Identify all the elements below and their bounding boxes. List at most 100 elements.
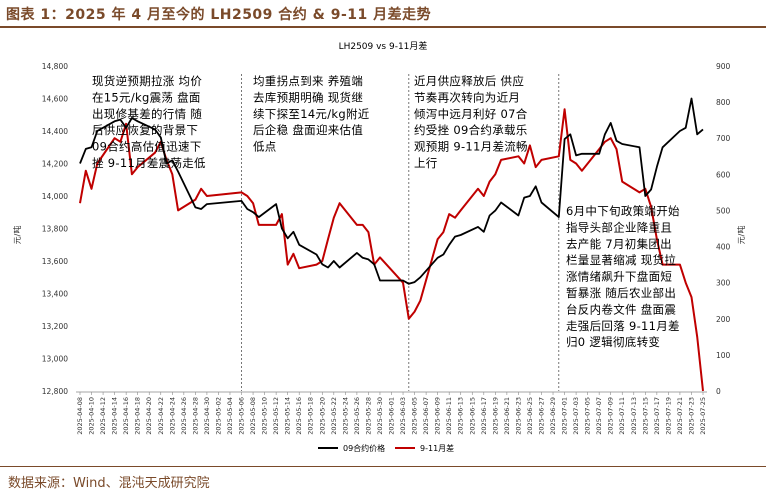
x-tick-label: 2025-05-16 — [295, 397, 303, 435]
y-right-tick-label: 0 — [716, 387, 721, 396]
y-left-tick-label: 14,000 — [42, 192, 68, 201]
y-right-tick-label: 900 — [716, 62, 731, 71]
annotation-line: 近月供应释放后 供应 — [414, 74, 524, 88]
y-left-tick-label: 14,200 — [42, 160, 68, 169]
annotation-line: 栏量显著缩减 现货拉 — [566, 253, 676, 267]
annotation-line: 后供应恢复的背景下 — [92, 123, 198, 137]
annotation-line: 09合约高估值迅速下 — [92, 140, 202, 154]
y-right-tick-label: 800 — [716, 98, 731, 107]
title-rule — [0, 26, 766, 28]
legend-label-red: 9-11月差 — [420, 443, 454, 453]
y-left-ticks: 12,800 13,000 13,200 13,400 13,600 13,800 14,0… — [42, 62, 68, 396]
y-left-tick-label: 13,400 — [42, 290, 68, 299]
annotation-line: 现货逆预期拉涨 均价 — [92, 74, 202, 88]
x-tick-label: 2025-05-18 — [307, 397, 315, 435]
figure-title: 图表 1：2025 年 4 月至今的 LH2509 合约 & 9-11 月差走势 — [6, 7, 432, 23]
annotation-line: 观预期 9-11月差流畅 — [414, 140, 528, 154]
x-tick-label: 2025-04-20 — [145, 397, 153, 435]
x-tick-label: 2025-05-20 — [318, 397, 326, 435]
x-tick-label: 2025-07-17 — [653, 397, 661, 435]
y-right-tick-label: 100 — [716, 351, 731, 360]
x-tick-label: 2025-07-01 — [561, 397, 569, 435]
y-right-ticks: 0 100 200 300 400 500 600 700 800 900 — [716, 62, 731, 396]
y-left-tick-label: 13,200 — [42, 322, 68, 331]
x-tick-label: 2025-05-30 — [376, 397, 384, 435]
x-tick-label: 2025-05-06 — [238, 397, 246, 435]
chart-title: LH2509 vs 9-11月差 — [339, 40, 428, 52]
annotation-line: 归0 逻辑彻底转变 — [566, 335, 660, 349]
x-tick-label: 2025-04-08 — [76, 397, 84, 435]
x-tick-label: 2025-07-15 — [641, 397, 649, 435]
x-tick-label: 2025-06-21 — [503, 397, 511, 435]
x-tick-label: 2025-07-23 — [687, 397, 695, 435]
x-tick-label: 2025-06-19 — [491, 397, 499, 435]
annotation-line: 后企稳 盘面迎来估值 — [253, 123, 363, 137]
annotation-line: 去产能 7月初集团出 — [566, 237, 672, 251]
annotation-line: 涨情绪飙升下盘面短 — [566, 270, 672, 284]
legend-label-black: 09合约价格 — [343, 443, 385, 453]
x-tick-label: 2025-06-01 — [388, 397, 396, 435]
x-tick-label: 2025-04-12 — [99, 397, 107, 435]
x-tick-label: 2025-04-18 — [134, 397, 142, 435]
y-left-label: 元/吨 — [12, 226, 22, 245]
series-layer — [79, 97, 704, 392]
annotation-line: 暂暴涨 随后农业部出 — [566, 286, 676, 300]
x-tick-label: 2025-05-14 — [284, 397, 292, 435]
series-line-09-price — [79, 97, 704, 285]
x-tick-label: 2025-06-25 — [526, 397, 534, 435]
x-tick-label: 2025-06-03 — [399, 397, 407, 435]
x-ticks: 2025-04-08 2025-04-10 2025-04-12 2025-04-14… — [76, 392, 707, 435]
footer-rule — [0, 466, 766, 467]
x-tick-label: 2025-07-19 — [664, 397, 672, 435]
x-tick-label: 2025-05-22 — [330, 397, 338, 435]
annotation-line: 低点 — [253, 140, 277, 154]
x-tick-label: 2025-06-29 — [549, 397, 557, 435]
x-tick-label: 2025-06-05 — [411, 397, 419, 435]
y-right-tick-label: 600 — [716, 170, 731, 179]
annotation-line: 台反内卷文件 盘面震 — [566, 302, 676, 316]
y-left-tick-label: 14,400 — [42, 127, 68, 136]
y-left-tick-label: 12,800 — [42, 387, 68, 396]
series-line-9-11-spread — [79, 108, 704, 392]
y-left-tick-label: 13,600 — [42, 257, 68, 266]
period-dividers — [241, 74, 560, 391]
x-tick-label: 2025-06-11 — [445, 397, 453, 435]
x-tick-label: 2025-07-03 — [572, 397, 580, 435]
x-tick-label: 2025-06-07 — [422, 397, 430, 435]
annotation-line: 走强后回落 9-11月差 — [566, 319, 680, 333]
x-tick-label: 2025-04-24 — [168, 397, 176, 435]
x-tick-label: 2025-07-21 — [676, 397, 684, 435]
annotation-line: 节奏再次转向为近月 — [414, 90, 520, 104]
y-right-tick-label: 500 — [716, 206, 731, 215]
x-tick-label: 2025-05-08 — [249, 397, 257, 435]
annotation-line: 在15元/kg震荡 盘面 — [92, 90, 201, 104]
x-tick-label: 2025-06-09 — [434, 397, 442, 435]
x-tick-label: 2025-04-22 — [157, 397, 165, 435]
annotation-line: 均重拐点到来 养殖端 — [253, 74, 363, 88]
x-tick-label: 2025-05-12 — [272, 397, 280, 435]
annotation-line: 去库预期明确 现货继 — [253, 90, 363, 104]
x-tick-label: 2025-07-09 — [607, 397, 615, 435]
x-tick-label: 2025-06-15 — [468, 397, 476, 435]
y-left-tick-label: 13,800 — [42, 225, 68, 234]
x-tick-label: 2025-06-23 — [514, 397, 522, 435]
x-tick-label: 2025-05-28 — [364, 397, 372, 435]
chart: LH2509 vs 9-11月差 元/吨 元/吨 12,800 13,000 13,… — [12, 40, 746, 453]
y-right-tick-label: 200 — [716, 315, 731, 324]
annotation-line: 上行 — [414, 156, 438, 170]
x-tick-label: 2025-04-26 — [180, 397, 188, 435]
x-tick-label: 2025-04-16 — [122, 397, 130, 435]
source-note: 数据来源：Wind、混沌天成研究院 — [8, 476, 210, 491]
y-right-tick-label: 300 — [716, 279, 731, 288]
x-tick-label: 2025-07-25 — [699, 397, 707, 435]
annotation-line: 6月中下旬政策端开始 — [566, 204, 680, 218]
x-tick-label: 2025-05-24 — [341, 397, 349, 435]
x-tick-label: 2025-06-27 — [537, 397, 545, 435]
x-tick-label: 2025-05-04 — [226, 397, 234, 435]
y-right-tick-label: 400 — [716, 243, 731, 252]
legend: 09合约价格 9-11月差 — [318, 443, 454, 453]
x-tick-label: 2025-05-10 — [261, 397, 269, 435]
x-tick-label: 2025-06-17 — [480, 397, 488, 435]
x-tick-label: 2025-05-02 — [214, 397, 222, 435]
